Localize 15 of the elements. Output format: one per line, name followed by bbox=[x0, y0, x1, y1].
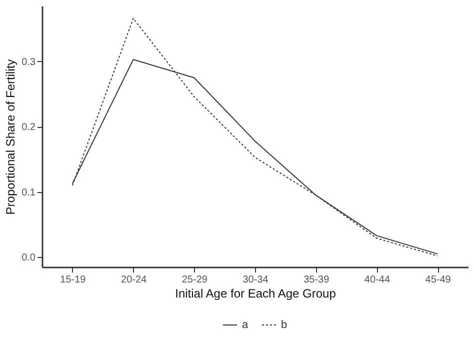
x-tick-label: 30-34 bbox=[242, 274, 269, 286]
x-tick-label: 20-24 bbox=[120, 274, 148, 286]
legend-label: b bbox=[281, 319, 288, 331]
legend-label: a bbox=[242, 319, 249, 331]
y-tick-label: 0.3 bbox=[22, 56, 36, 68]
x-tick-label: 35-39 bbox=[304, 274, 330, 286]
x-axis-title: Initial Age for Each Age Group bbox=[175, 286, 336, 300]
x-tick-label: 45-49 bbox=[425, 274, 452, 286]
y-axis-title: Proportional Share of Fertility bbox=[4, 59, 18, 215]
y-tick-label: 0.2 bbox=[22, 122, 36, 134]
y-tick-label: 0.1 bbox=[22, 187, 36, 198]
x-tick-label: 15-19 bbox=[60, 274, 86, 286]
x-tick-label: 40-44 bbox=[364, 274, 390, 286]
y-tick-label: 0.0 bbox=[22, 252, 36, 264]
x-tick-label: 25-29 bbox=[182, 274, 208, 286]
